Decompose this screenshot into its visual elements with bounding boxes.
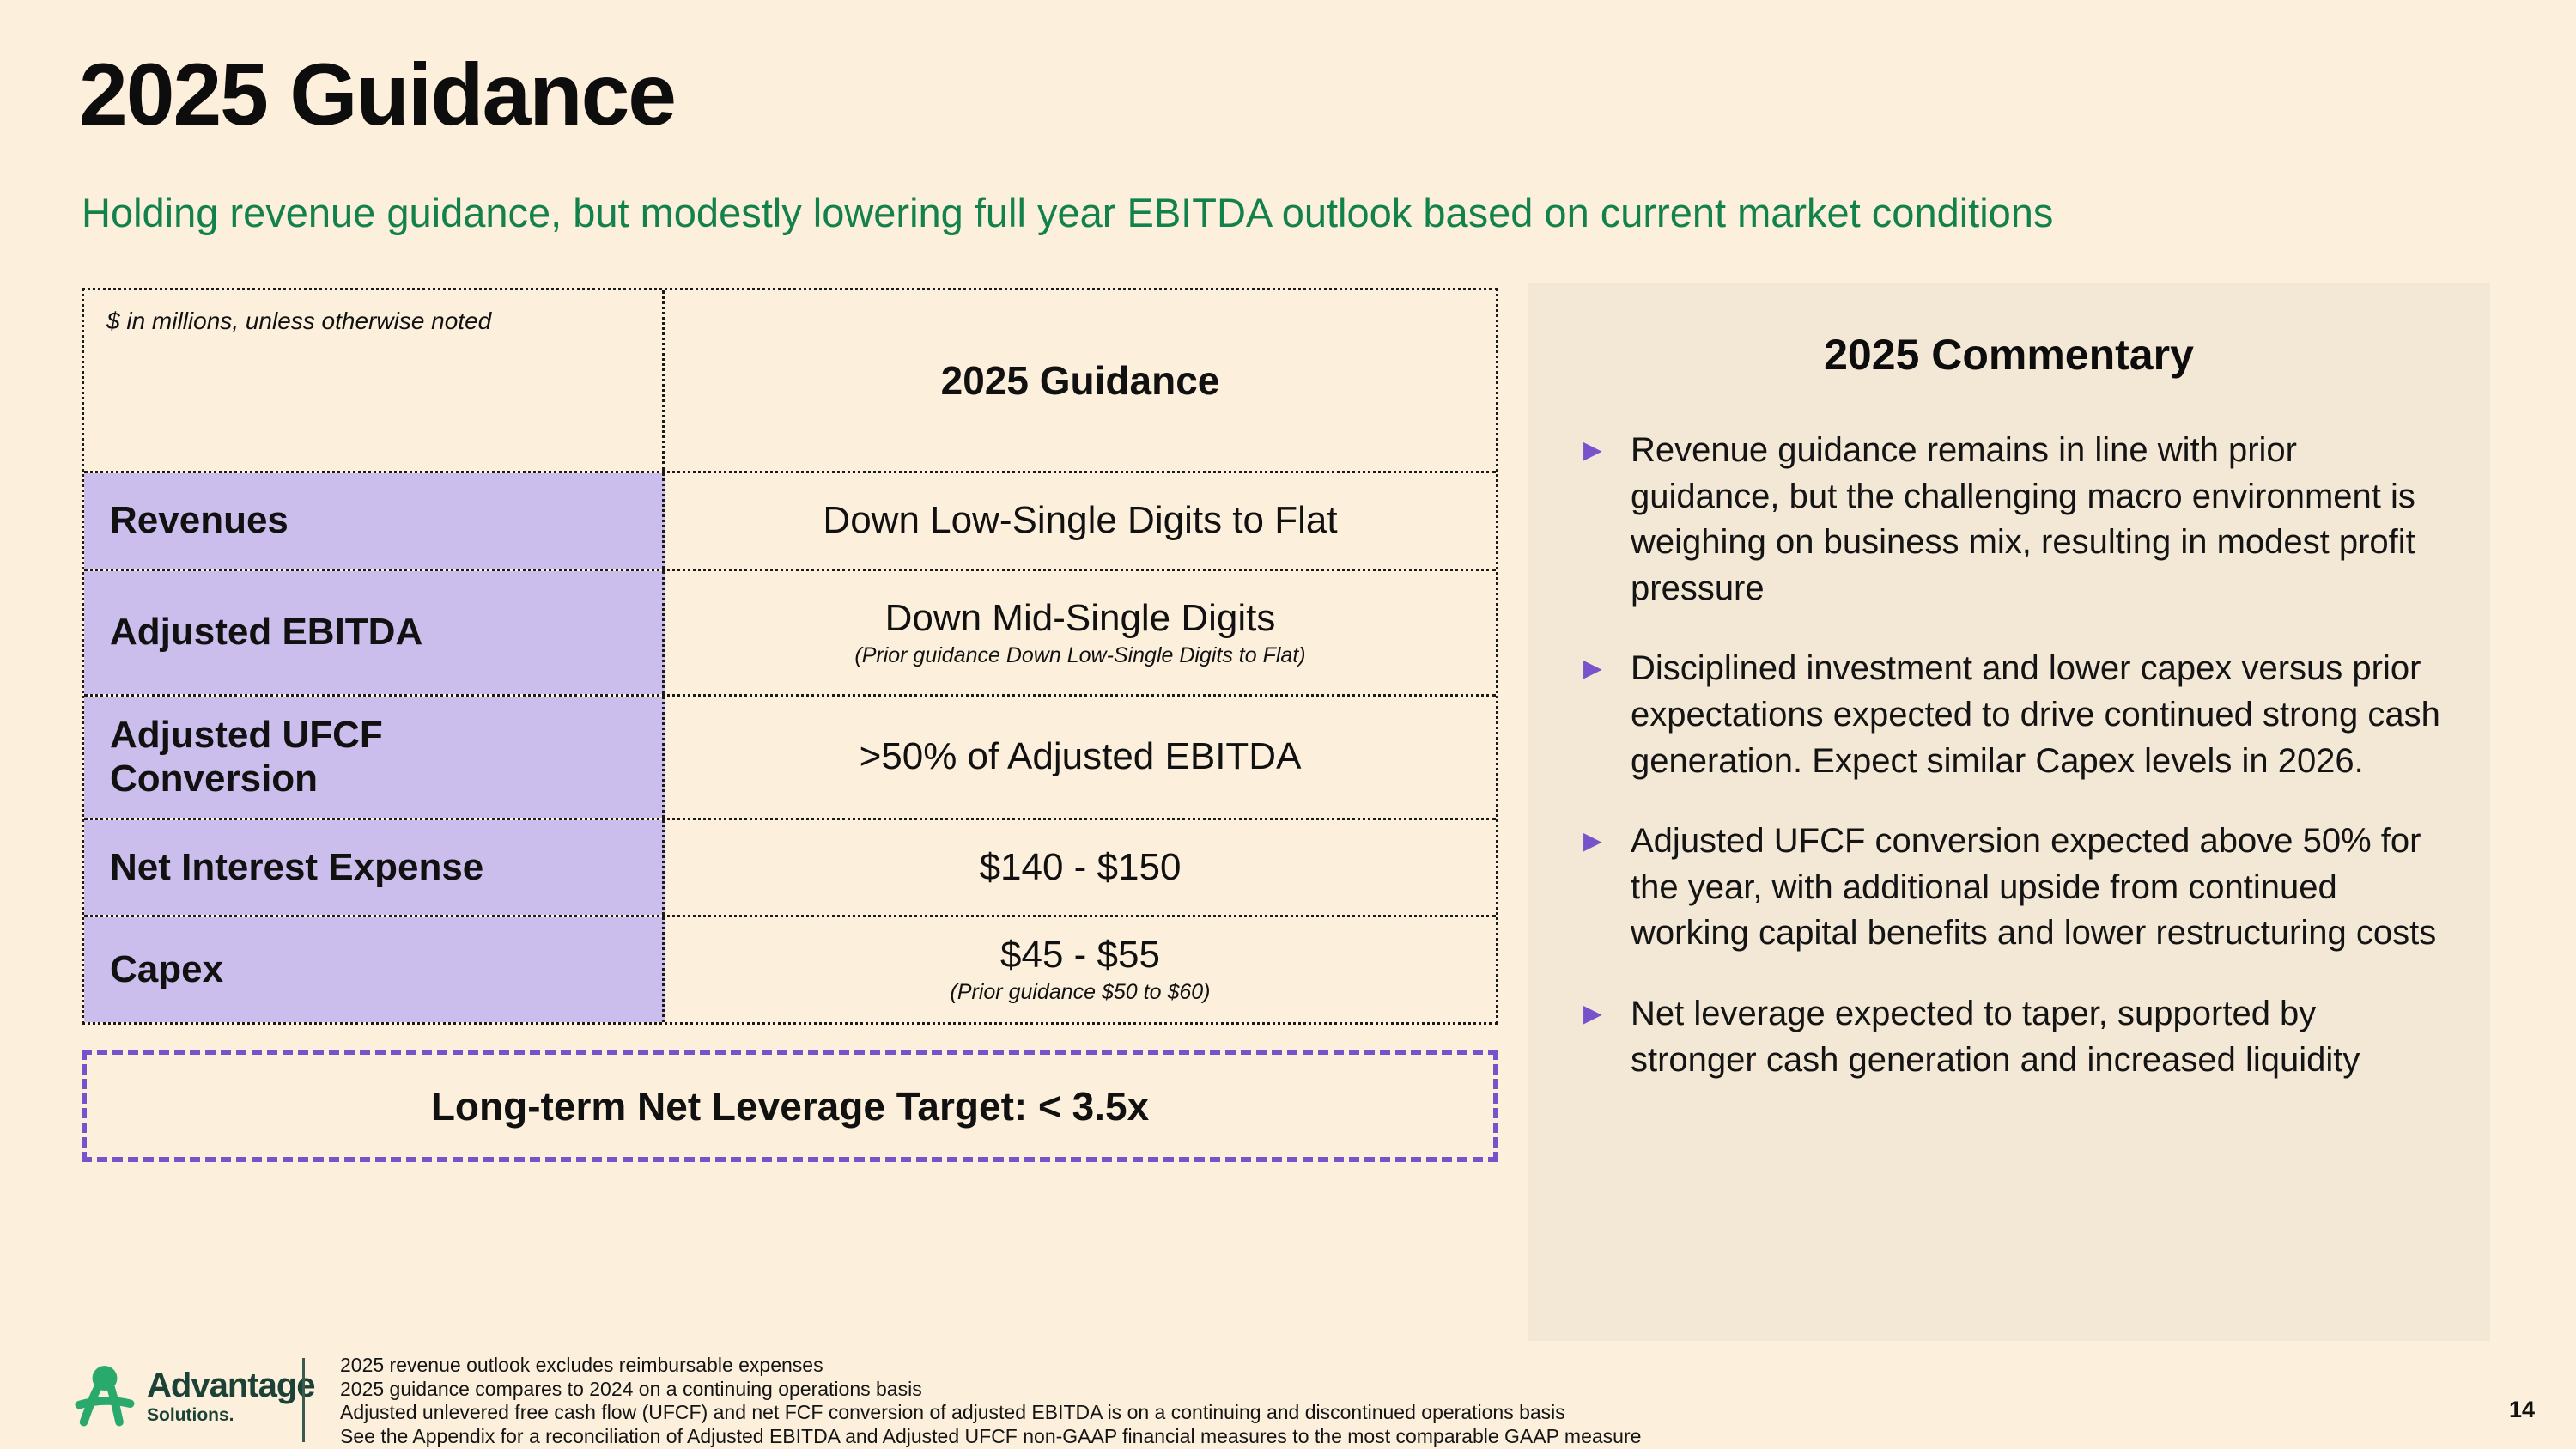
row-subnote: (Prior guidance Down Low-Single Digits t…: [854, 642, 1306, 667]
row-subnote: (Prior guidance $50 to $60): [950, 980, 1211, 1005]
row-value-cell: Down Low-Single Digits to Flat: [665, 473, 1496, 569]
page-title: 2025 Guidance: [79, 46, 677, 143]
row-value-cell: >50% of Adjusted EBITDA: [665, 697, 1496, 818]
bullet-item: ► Adjusted UFCF conversion expected abov…: [1577, 819, 2440, 957]
row-label: Capex: [84, 917, 665, 1022]
footnote-line: 2025 revenue outlook excludes reimbursab…: [340, 1354, 823, 1376]
row-value-cell: Down Mid-Single Digits (Prior guidance D…: [665, 571, 1496, 694]
table-row: Adjusted UFCF Conversion >50% of Adjuste…: [84, 694, 1496, 818]
row-label: Adjusted UFCF Conversion: [84, 697, 665, 818]
commentary-title: 2025 Commentary: [1824, 331, 2194, 379]
bullet-item: ► Disciplined investment and lower capex…: [1577, 646, 2440, 784]
logo-primary-text: Advantage: [147, 1366, 315, 1404]
triangle-bullet-icon: ►: [1577, 995, 1608, 1031]
advantage-solutions-logo: Advantage Solutions.: [73, 1362, 315, 1431]
footnotes: 2025 revenue outlook excludes reimbursab…: [340, 1354, 1641, 1448]
bullet-item: ► Net leverage expected to taper, suppor…: [1577, 991, 2440, 1083]
leverage-target-text: Long-term Net Leverage Target: < 3.5x: [430, 1083, 1150, 1129]
table-units-note: $ in millions, unless otherwise noted: [84, 290, 665, 471]
commentary-panel: 2025 Commentary ► Revenue guidance remai…: [1528, 283, 2490, 1341]
logo-wordmark: Advantage Solutions.: [147, 1368, 315, 1426]
row-value: >50% of Adjusted EBITDA: [859, 735, 1302, 778]
bullet-text: Adjusted UFCF conversion expected above …: [1631, 822, 2437, 953]
row-value: Down Low-Single Digits to Flat: [823, 499, 1338, 542]
triangle-bullet-icon: ►: [1577, 823, 1608, 859]
row-value-cell: $45 - $55 (Prior guidance $50 to $60): [665, 917, 1496, 1022]
triangle-bullet-icon: ►: [1577, 650, 1608, 686]
table-header-row: $ in millions, unless otherwise noted 20…: [84, 290, 1496, 471]
footnote-line: Adjusted unlevered free cash flow (UFCF)…: [340, 1401, 1565, 1423]
guidance-table: $ in millions, unless otherwise noted 20…: [82, 288, 1498, 1025]
row-label: Revenues: [84, 473, 665, 569]
row-value-cell: $140 - $150: [665, 820, 1496, 915]
logo-secondary-text: Solutions.: [147, 1404, 234, 1425]
footer-divider: [302, 1358, 305, 1442]
leverage-target-box: Long-term Net Leverage Target: < 3.5x: [82, 1050, 1498, 1162]
row-value: $140 - $150: [979, 845, 1182, 888]
row-value: $45 - $55: [1000, 934, 1160, 977]
row-label: Net Interest Expense: [84, 820, 665, 915]
row-value: Down Mid-Single Digits: [884, 596, 1276, 639]
row-label: Adjusted EBITDA: [84, 571, 665, 694]
footnote-line: See the Appendix for a reconciliation of…: [340, 1424, 1642, 1447]
triangle-bullet-icon: ►: [1577, 432, 1608, 467]
table-header-cell: 2025 Guidance: [940, 358, 1220, 403]
bullet-item: ► Revenue guidance remains in line with …: [1577, 428, 2440, 612]
table-row: Net Interest Expense $140 - $150: [84, 818, 1496, 915]
bullet-text: Revenue guidance remains in line with pr…: [1631, 431, 2415, 607]
bullet-text: Net leverage expected to taper, supporte…: [1631, 994, 2360, 1079]
page-subtitle: Holding revenue guidance, but modestly l…: [82, 190, 2054, 235]
advantage-logo-icon: [75, 1366, 135, 1427]
footnote-line: 2025 guidance compares to 2024 on a cont…: [340, 1377, 922, 1400]
page-number: 14: [2509, 1397, 2536, 1422]
table-row: Adjusted EBITDA Down Mid-Single Digits (…: [84, 569, 1496, 694]
table-row: Capex $45 - $55 (Prior guidance $50 to $…: [84, 915, 1496, 1022]
table-row: Revenues Down Low-Single Digits to Flat: [84, 471, 1496, 569]
bullet-text: Disciplined investment and lower capex v…: [1631, 649, 2440, 780]
